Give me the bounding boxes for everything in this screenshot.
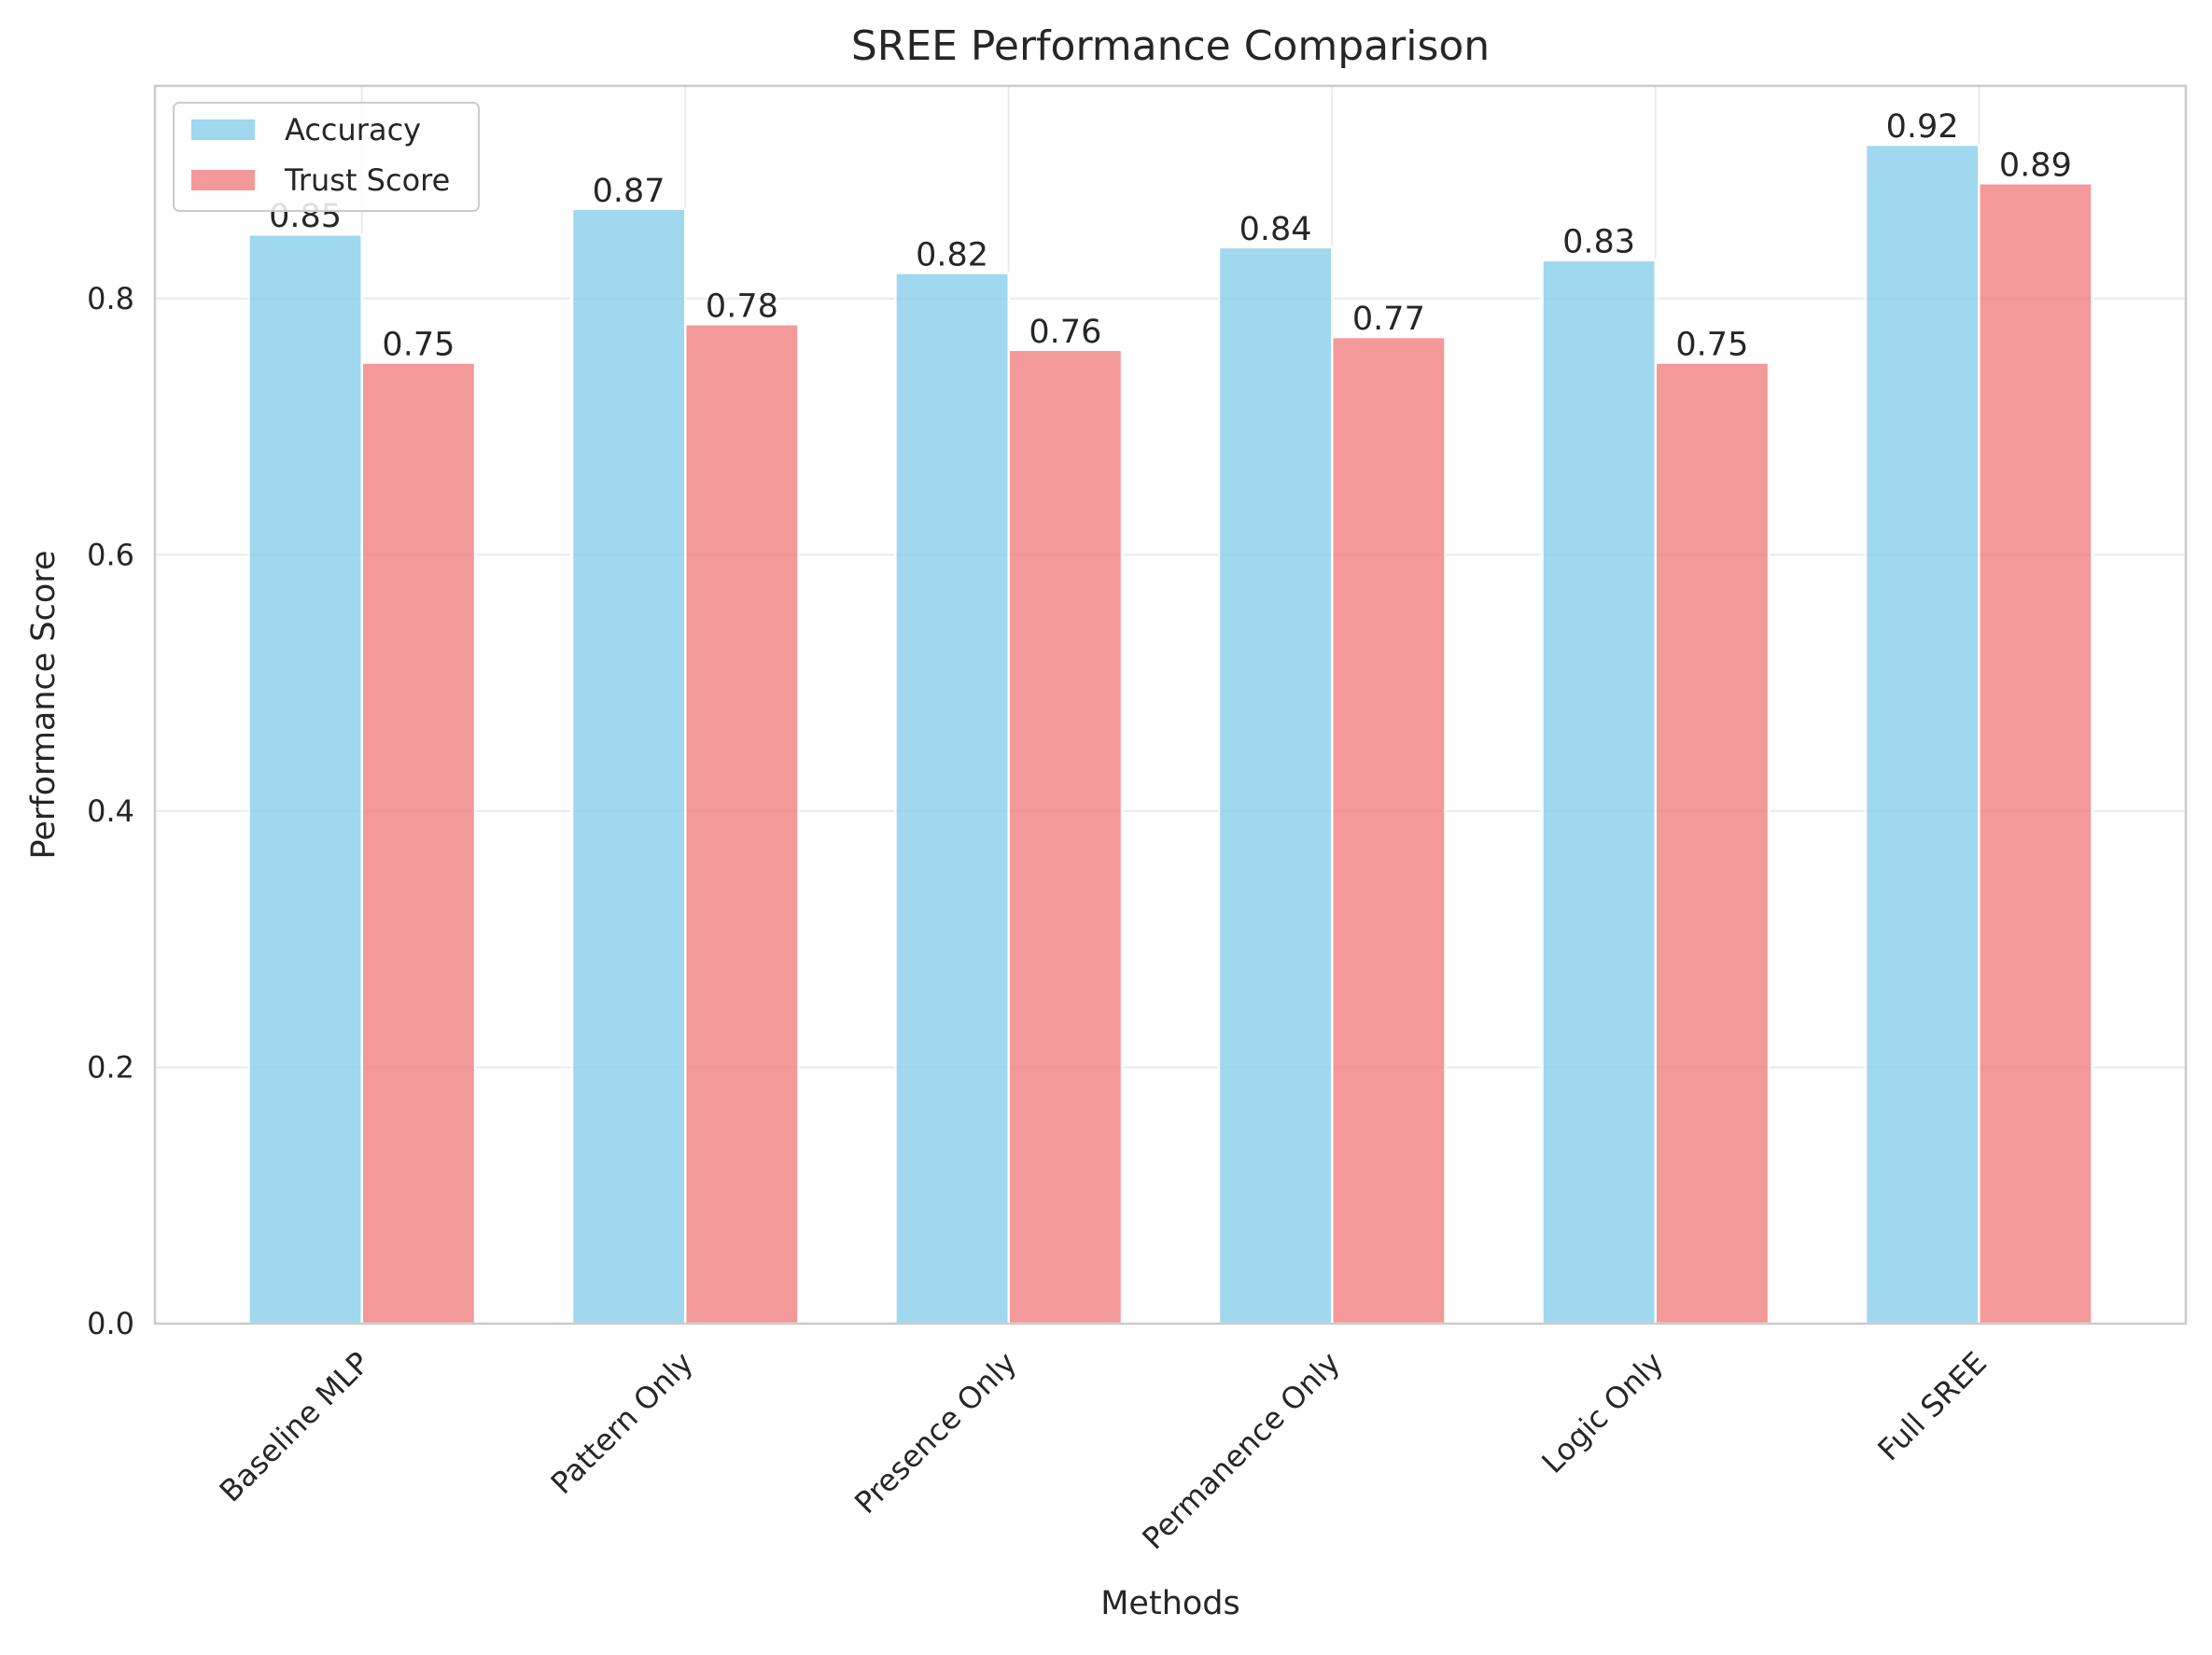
data-label-trust-score: 0.77 bbox=[1352, 301, 1425, 338]
bar-accuracy bbox=[1217, 245, 1334, 1325]
y-tick-label: 0.8 bbox=[87, 281, 134, 316]
data-label-accuracy: 0.82 bbox=[916, 236, 988, 273]
data-label-trust-score: 0.75 bbox=[382, 326, 455, 363]
data-label-accuracy: 0.92 bbox=[1886, 108, 1959, 146]
bar-accuracy bbox=[1541, 259, 1657, 1325]
y-tick-label: 0.2 bbox=[87, 1049, 134, 1085]
chart-title: SREE Performance Comparison bbox=[851, 22, 1490, 70]
data-label-trust-score: 0.78 bbox=[706, 288, 778, 325]
bar-accuracy bbox=[1864, 143, 1981, 1325]
legend-swatch-trust-score bbox=[191, 170, 255, 190]
legend-label-trust-score: Trust Score bbox=[284, 162, 450, 198]
legend-label-accuracy: Accuracy bbox=[285, 112, 421, 147]
x-axis-label: Methods bbox=[1100, 1585, 1240, 1622]
bars bbox=[247, 143, 2093, 1325]
bar-trust-score bbox=[1654, 361, 1771, 1325]
bar-trust-score bbox=[1007, 348, 1124, 1325]
y-tick-label: 0.4 bbox=[87, 793, 134, 829]
y-axis-label: Performance Score bbox=[25, 551, 63, 860]
bar-accuracy bbox=[247, 232, 364, 1325]
data-label-accuracy: 0.87 bbox=[593, 173, 665, 210]
y-tick-label: 0.6 bbox=[87, 537, 134, 572]
y-tick-label: 0.0 bbox=[87, 1306, 134, 1341]
data-label-accuracy: 0.83 bbox=[1562, 224, 1635, 261]
bar-trust-score bbox=[1330, 335, 1447, 1325]
legend: Accuracy Trust Score bbox=[173, 102, 480, 212]
bar-accuracy bbox=[570, 207, 687, 1325]
data-label-trust-score: 0.75 bbox=[1675, 326, 1748, 363]
bar-trust-score bbox=[684, 323, 800, 1325]
y-axis-ticks: 0.0 0.2 0.4 0.6 0.8 bbox=[87, 281, 134, 1341]
bar-trust-score bbox=[360, 361, 477, 1325]
data-label-accuracy: 0.84 bbox=[1239, 211, 1312, 248]
data-label-trust-score: 0.76 bbox=[1029, 314, 1101, 351]
legend-swatch-accuracy bbox=[191, 119, 255, 140]
axes-frame bbox=[153, 84, 2188, 1325]
bar-trust-score bbox=[1977, 182, 2093, 1325]
bar-accuracy bbox=[894, 272, 1011, 1325]
data-label-trust-score: 0.89 bbox=[1999, 147, 2072, 184]
